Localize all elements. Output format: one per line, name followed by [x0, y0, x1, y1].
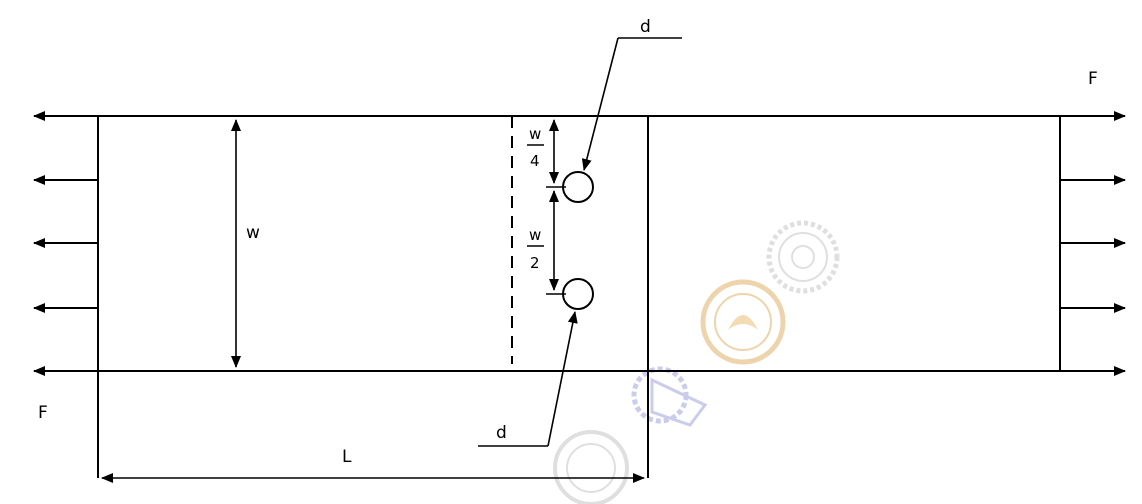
top-diameter-label: d — [640, 17, 651, 37]
watermark-orange-seal — [700, 279, 786, 365]
bottom-leader-arrow — [547, 311, 578, 447]
top-leader-arrow — [581, 37, 619, 171]
width-label: w — [246, 223, 260, 243]
hole-bottom — [562, 278, 594, 310]
watermark-tech-emblem — [631, 366, 708, 427]
bottom-diameter-label: d — [496, 423, 507, 443]
half-denominator: 2 — [530, 254, 540, 272]
quarter-numerator: w — [529, 125, 541, 143]
half-numerator: w — [529, 226, 541, 244]
quarter-denominator: 4 — [530, 152, 540, 170]
force-label-right: F — [1088, 69, 1098, 89]
watermark-gear-emblem — [766, 220, 840, 294]
quarter-fraction-label: w 4 — [527, 125, 544, 170]
length-label: L — [342, 447, 352, 467]
hole-top — [562, 171, 594, 203]
half-fraction-label: w 2 — [527, 226, 544, 272]
watermark-round-seal — [553, 430, 629, 504]
force-label-left: F — [38, 403, 48, 423]
